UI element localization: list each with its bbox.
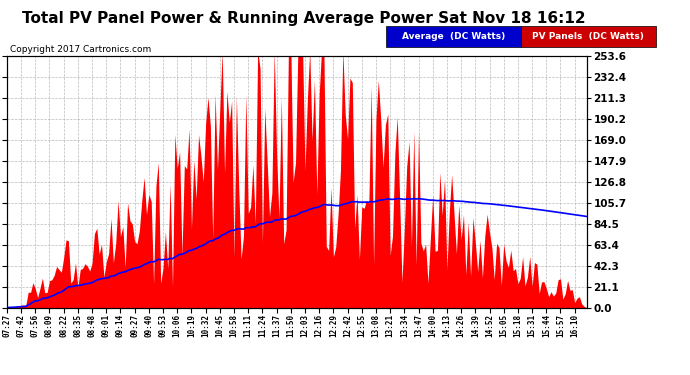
Text: Average  (DC Watts): Average (DC Watts): [402, 32, 505, 41]
Text: Total PV Panel Power & Running Average Power Sat Nov 18 16:12: Total PV Panel Power & Running Average P…: [22, 11, 585, 26]
Text: PV Panels  (DC Watts): PV Panels (DC Watts): [532, 32, 644, 41]
Text: Copyright 2017 Cartronics.com: Copyright 2017 Cartronics.com: [10, 45, 152, 54]
